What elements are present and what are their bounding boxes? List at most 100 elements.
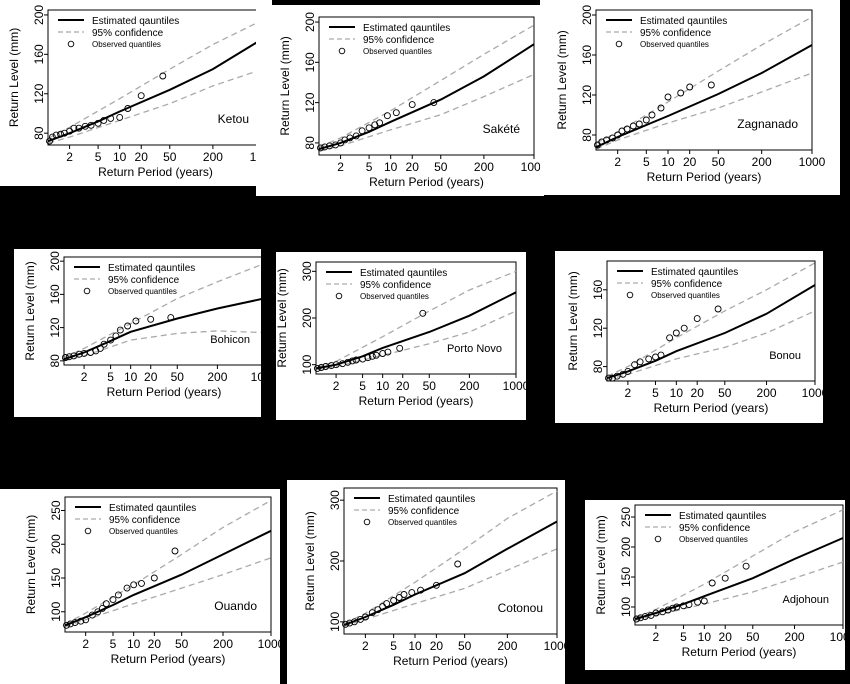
observed-point [629,122,637,130]
x-tick-label: 1000 [503,379,526,393]
legend-estimated-label: Estimated qauntiles [679,511,766,522]
observed-point [417,586,425,594]
y-tick-label: 200 [580,5,594,25]
x-tick-label: 200 [497,639,517,653]
legend-observed-swatch [335,292,343,300]
estimated-line [316,291,517,370]
x-tick-label: 200 [207,370,227,384]
legend-confidence-label: 95% confidence [679,523,751,534]
x-tick-label: 200 [213,637,233,651]
observed-point [365,124,373,132]
observed-point [376,119,384,127]
x-axis-label: Return Period (years) [369,175,484,189]
legend-confidence-label: 95% confidence [108,275,180,286]
x-tick-label: 20 [691,386,705,400]
station-label: Cotonou [498,601,543,615]
observed-point [171,547,179,555]
observed-point [107,336,115,344]
observed-point [137,92,145,100]
observed-point [317,144,324,152]
y-axis-label: Return Level (mm) [24,515,38,614]
observed-point [102,600,110,608]
legend-estimated-label: Estimated qauntiles [640,16,727,27]
chart-svg: 2 5 10 20 50 200 1000 80 120 160 Return Period (ye… [566,260,823,415]
legend-observed-label: Observed quantiles [679,535,748,544]
estimated-line [63,298,261,361]
observed-point [371,121,379,129]
observed-point [648,111,656,119]
legend-observed-swatch [626,291,634,299]
chart-panel: 2 5 10 20 50 200 1000 100 150 200 250 Return Period… [585,500,845,670]
x-tick-label: 200 [474,160,494,174]
y-tick-label: 100 [619,597,633,617]
observed-point [352,132,360,140]
x-tick-label: 1000 [258,637,280,651]
legend-observed-swatch [67,40,75,48]
y-tick-label: 300 [300,261,314,281]
x-tick-label: 5 [110,637,117,651]
observed-point [721,574,729,582]
lower-confidence-line [48,68,264,144]
lower-confidence-line [65,557,272,628]
x-axis-label: Return Period (years) [107,385,222,399]
observed-point [167,314,175,322]
observed-point [124,322,132,330]
observed-point [327,362,335,370]
observed-point [98,604,106,612]
y-axis-label: Return Level (mm) [303,511,317,610]
legend-observed-swatch [83,287,91,295]
y-tick-label: 150 [619,567,633,587]
x-axis-label: Return Period (years) [647,170,762,184]
legend-observed-swatch [363,518,371,526]
observed-point [96,344,104,352]
observed-point [408,101,416,109]
observed-point [657,104,665,112]
observed-point [672,329,680,337]
x-axis-label: Return Period (years) [98,165,213,179]
lower-confidence-line [64,330,261,362]
x-tick-label: 2 [66,150,73,164]
observed-point [138,579,145,587]
legend-observed-swatch [338,47,346,55]
x-tick-label: 1000 [802,386,823,400]
observed-point [348,357,356,365]
upper-confidence-line [64,264,261,359]
observed-point [635,120,643,128]
x-tick-label: 1000 [544,639,565,653]
observed-point [396,344,404,352]
legend-confidence-label: 95% confidence [92,28,164,39]
legend-confidence-label: 95% confidence [363,35,435,46]
legend-observed-label: Observed quantiles [360,292,429,301]
y-tick-label: 200 [49,534,63,554]
x-tick-label: 1000 [251,370,261,384]
observed-point [52,131,60,139]
x-tick-label: 200 [459,379,479,393]
legend-estimated-label: Estimated qauntiles [651,267,738,278]
plot-frame [634,504,844,626]
observed-point [454,560,462,568]
x-tick-label: 50 [746,630,760,644]
x-tick-label: 10 [698,630,712,644]
observed-point [342,620,349,628]
x-tick-label: 10 [408,639,422,653]
x-tick-label: 10 [127,637,141,651]
x-axis-label: Return Period (years) [682,645,797,659]
y-tick-label: 80 [591,360,605,374]
y-tick-label: 80 [580,128,594,142]
x-tick-label: 10 [113,150,127,164]
observed-point [358,127,366,135]
observed-point [344,358,352,366]
observed-point [87,121,95,129]
estimated-line [635,537,844,620]
observed-point [100,340,108,348]
legend-observed-swatch [615,40,623,48]
observed-point [392,109,400,117]
y-tick-label: 160 [591,279,605,299]
upper-confidence-line [607,262,816,377]
station-label: Ketou [218,112,249,126]
observed-point [379,350,387,357]
station-label: Sakété [483,122,521,136]
legend-confidence-label: 95% confidence [640,28,712,39]
x-tick-label: 200 [752,155,772,169]
observed-point [70,124,78,132]
